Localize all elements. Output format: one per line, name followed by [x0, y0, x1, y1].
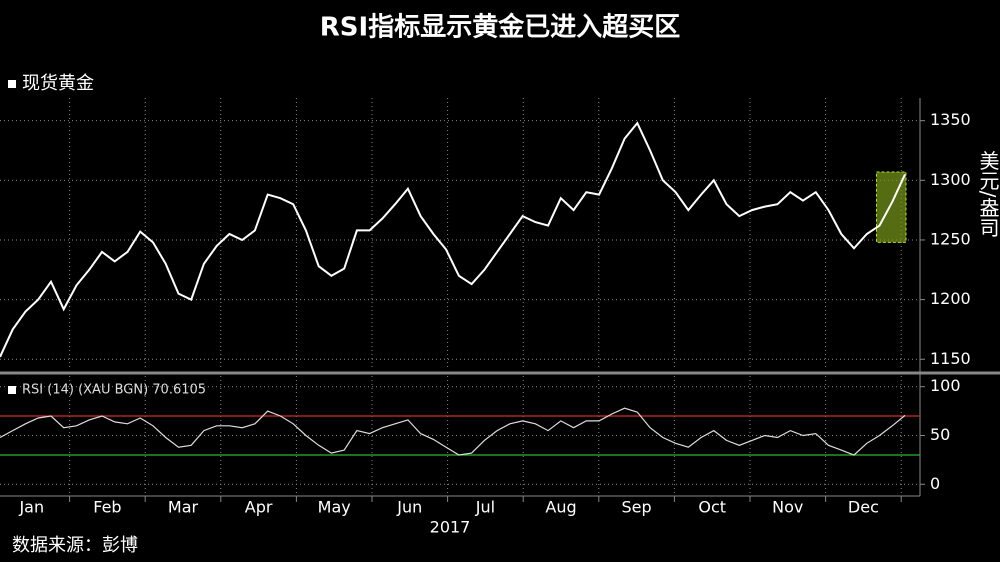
- y-tick-label: 1200: [930, 289, 971, 308]
- y-tick-label: 50: [930, 425, 950, 444]
- series-line: [0, 407, 906, 456]
- chart-title: RSI指标显示黄金已进入超买区: [320, 12, 680, 43]
- y-tick-label: 100: [930, 376, 961, 395]
- y-tick-label: 1150: [930, 349, 971, 368]
- x-tick-label: Jul: [475, 498, 495, 517]
- legend-label: 现货黄金: [22, 73, 94, 94]
- x-tick-label: Nov: [772, 498, 803, 517]
- series-line: [0, 121, 906, 358]
- legend-swatch: [8, 80, 16, 88]
- y-tick-label: 1350: [930, 110, 971, 129]
- x-axis-label: 2017: [430, 518, 471, 537]
- y-tick-label: 0: [930, 474, 940, 493]
- x-tick-label: Apr: [245, 498, 273, 517]
- legend-label: RSI (14) (XAU BGN) 70.6105: [22, 383, 206, 398]
- source: 数据来源：彭博: [12, 535, 138, 556]
- x-tick-label: Jun: [396, 498, 422, 517]
- y-axis-label: 美元/盎司: [976, 150, 1000, 237]
- x-tick-label: Aug: [545, 498, 576, 517]
- y-tick-label: 1250: [930, 229, 971, 248]
- x-tick-label: May: [318, 498, 351, 517]
- x-tick-label: Dec: [848, 498, 879, 517]
- legend-swatch: [8, 386, 16, 394]
- x-tick-label: Sep: [622, 498, 652, 517]
- x-tick-label: Mar: [168, 498, 199, 517]
- x-tick-label: Feb: [93, 498, 121, 517]
- x-tick-label: Oct: [698, 498, 726, 517]
- x-tick-label: Jan: [18, 498, 44, 517]
- y-tick-label: 1300: [930, 170, 971, 189]
